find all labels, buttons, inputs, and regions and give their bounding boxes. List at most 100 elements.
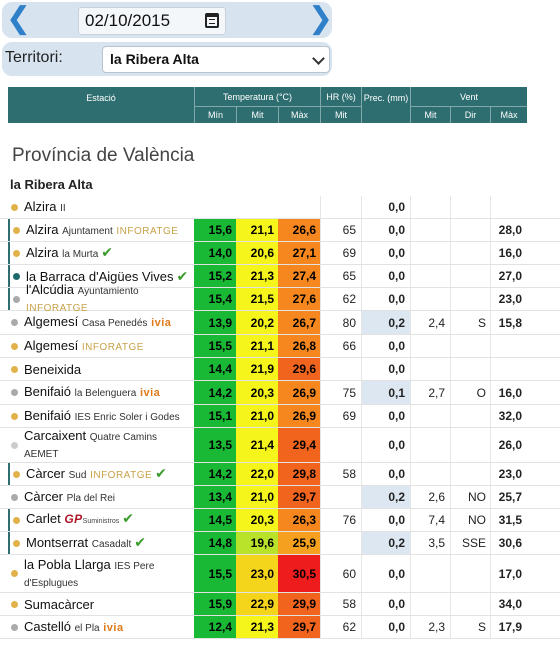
date-input[interactable]: 02/10/2015 <box>78 7 226 35</box>
temp-max-cell: 29,9 <box>278 593 320 615</box>
territory-bar: Territori: la Ribera Alta <box>2 42 332 76</box>
wind-mit-cell: 2,4 <box>410 311 450 334</box>
territory-label: Territori: <box>5 49 63 66</box>
station-brand-logo: INFORATGE <box>81 341 144 353</box>
temp-max-cell: 29,7 <box>278 616 320 638</box>
station-cell[interactable]: Carcaixent Quatre Camins AEMET <box>8 428 194 462</box>
station-label[interactable]: Carcaixent Quatre Camins AEMET <box>24 428 157 462</box>
humidity-cell: 60 <box>320 555 361 592</box>
humidity-cell: 58 <box>320 463 361 485</box>
header-wind-mit: Mit <box>410 106 450 123</box>
station-label[interactable]: Montserrat Casadalt ✔ <box>26 534 146 552</box>
station-subname: II <box>60 202 66 214</box>
station-name: Sumacàrcer <box>24 596 95 612</box>
station-cell[interactable]: Algemesí INFORATGE <box>8 335 194 357</box>
station-label[interactable]: Alzira II <box>24 199 66 216</box>
station-name: Algemesí <box>24 337 79 353</box>
station-label[interactable]: Carlet GPSuministros ✔ <box>26 511 134 529</box>
station-brand-logo: INFORATGE <box>26 303 89 314</box>
station-label[interactable]: Càrcer Pla del Rei <box>24 489 115 506</box>
station-label[interactable]: Algemesí Casa Penedés ivia <box>24 314 171 331</box>
wind-mit-cell <box>410 405 450 427</box>
humidity-cell: 76 <box>320 509 361 531</box>
wind-mit-cell <box>410 428 450 462</box>
station-cell[interactable]: Benifaió IES Enric Soler i Godes <box>8 405 194 427</box>
station-label[interactable]: Càrcer Sud INFORATGE ✔ <box>26 465 167 483</box>
station-cell[interactable]: Benifaió la Belenguera ivia <box>8 381 194 404</box>
table-row: Beneixida 14,4 21,9 29,6 0,0 <box>0 358 560 381</box>
station-name: Benifaió <box>24 407 71 423</box>
temp-min-cell: 13,5 <box>194 428 236 462</box>
station-cell[interactable]: Montserrat Casadalt ✔ <box>8 532 194 554</box>
wind-dir-cell: NO <box>450 486 490 508</box>
table-row: la Pobla Llarga IES Pere d'Esplugues 15,5 2… <box>0 555 560 593</box>
calendar-icon[interactable] <box>205 13 219 28</box>
station-label[interactable]: Sumacàrcer <box>24 597 94 612</box>
station-label[interactable]: Alzira la Murta ✔ <box>26 244 113 262</box>
wind-dir-cell <box>450 335 490 357</box>
station-cell[interactable]: Alzira Ajuntament INFORATGE <box>8 219 194 241</box>
temp-max-cell: 29,6 <box>278 358 320 380</box>
chevron-right-icon[interactable]: ❯ <box>308 1 334 36</box>
station-label[interactable]: Algemesí INFORATGE <box>24 338 144 355</box>
station-name: Castelló <box>24 618 71 634</box>
station-cell[interactable]: Sumacàrcer <box>8 593 194 615</box>
temp-max-cell: 27,1 <box>278 242 320 264</box>
station-subname: IES Pere <box>114 560 155 572</box>
station-cell[interactable]: Algemesí Casa Penedés ivia <box>8 311 194 334</box>
precipitation-cell: 0,0 <box>361 265 410 287</box>
station-label[interactable]: Castelló el Pla ivia <box>24 619 124 636</box>
station-label[interactable]: Benifaió IES Enric Soler i Godes <box>24 408 180 425</box>
humidity-cell <box>320 358 361 380</box>
station-label[interactable]: la Pobla Llarga IES Pere d'Esplugues <box>24 557 154 591</box>
temp-mit-cell: 20,2 <box>236 311 278 334</box>
station-label[interactable]: l'Alcúdia Ayuntamiento INFORATGE <box>26 282 194 316</box>
station-subname-line2: d'Esplugues <box>24 577 79 589</box>
station-cell[interactable]: Alzira II <box>8 196 194 218</box>
wind-max-cell <box>490 196 527 218</box>
temp-mit-cell: 23,0 <box>236 555 278 592</box>
temp-mit-cell: 19,6 <box>236 532 278 554</box>
station-cell[interactable]: Alzira la Murta ✔ <box>8 242 194 264</box>
header-wind: Vent <box>410 87 527 106</box>
wind-dir-cell <box>450 463 490 485</box>
station-label[interactable]: Benifaió la Belenguera ivia <box>24 384 160 401</box>
wind-dir-cell <box>450 288 490 310</box>
precipitation-cell: 0,2 <box>361 311 410 334</box>
station-cell[interactable]: la Pobla Llarga IES Pere d'Esplugues <box>8 555 194 592</box>
station-label[interactable]: Alzira Ajuntament INFORATGE <box>26 222 178 239</box>
humidity-cell: 65 <box>320 219 361 241</box>
wind-dir-cell: S <box>450 311 490 334</box>
station-cell[interactable]: Beneixida <box>8 358 194 380</box>
chevron-left-icon[interactable]: ❮ <box>6 1 32 36</box>
station-cell[interactable]: Castelló el Pla ivia <box>8 616 194 638</box>
station-subname: Pla del Rei <box>66 492 115 504</box>
station-label[interactable]: la Barraca d'Aigües Vives ✔ <box>26 268 188 284</box>
station-subname: Casadalt <box>91 538 132 550</box>
station-label[interactable]: Beneixida <box>24 362 81 377</box>
table-row: Càrcer Pla del Rei 13,4 21,0 29,7 0,2 2,6 NO 25… <box>0 486 560 509</box>
wind-mit-cell <box>410 288 450 310</box>
wind-mit-cell: 3,5 <box>410 532 450 554</box>
station-cell[interactable]: la Barraca d'Aigües Vives ✔ <box>8 265 194 287</box>
wind-dir-cell: S <box>450 616 490 638</box>
wind-mit-cell <box>410 219 450 241</box>
precipitation-cell: 0,0 <box>361 509 410 531</box>
territory-select[interactable]: la Ribera Alta <box>102 46 330 73</box>
station-cell[interactable]: Càrcer Sud INFORATGE ✔ <box>8 463 194 485</box>
table-row: Alzira la Murta ✔ 14,0 20,6 27,1 69 0,0 16,0 <box>0 242 560 265</box>
station-type-dot-icon <box>11 600 18 608</box>
station-cell[interactable]: Càrcer Pla del Rei <box>8 486 194 508</box>
temp-min-cell: 14,8 <box>194 532 236 554</box>
station-cell[interactable]: Carlet GPSuministros ✔ <box>8 509 194 531</box>
station-cell[interactable]: l'Alcúdia Ayuntamiento INFORATGE <box>8 282 194 314</box>
wind-max-cell: 32,0 <box>490 405 527 427</box>
wind-dir-cell: SSE <box>450 532 490 554</box>
precipitation-cell: 0,0 <box>361 463 410 485</box>
wind-dir-cell <box>450 196 490 218</box>
wind-mit-cell: 7,4 <box>410 509 450 531</box>
temp-mit-cell: 21,3 <box>236 616 278 638</box>
station-type-dot-icon <box>13 249 20 257</box>
temp-max-cell: 29,7 <box>278 486 320 508</box>
temp-min-cell: 14,2 <box>194 463 236 485</box>
